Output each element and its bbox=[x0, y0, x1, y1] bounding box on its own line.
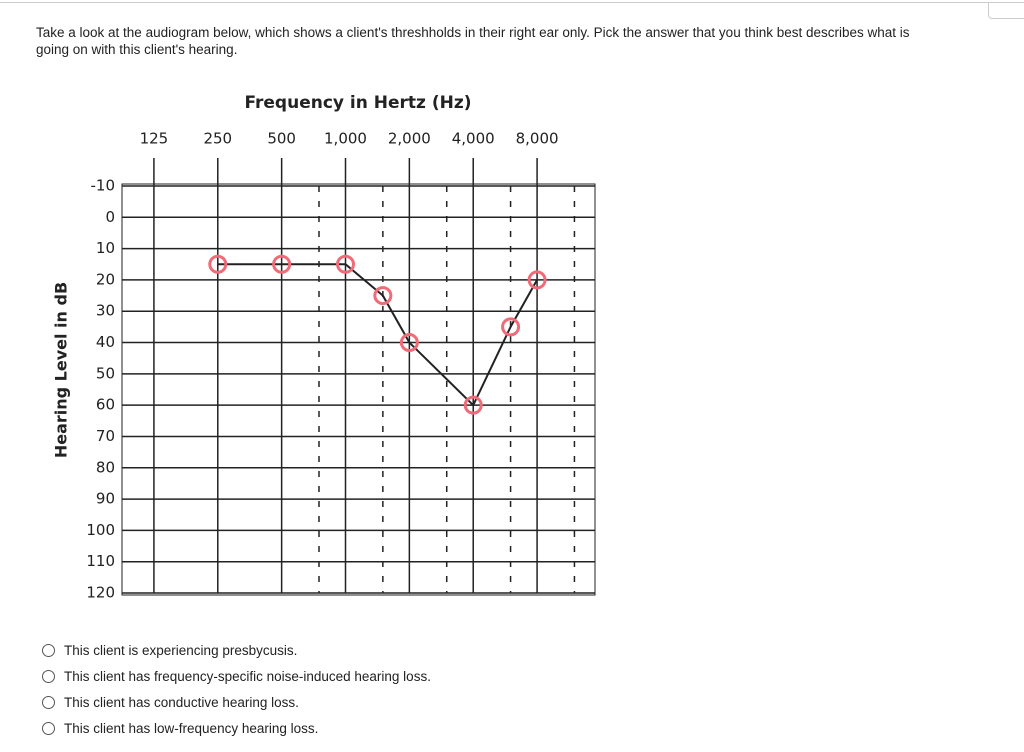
answer-option[interactable]: This client has frequency-specific noise… bbox=[42, 669, 431, 684]
threshold-marker bbox=[501, 317, 521, 337]
y-tick-label: -10 bbox=[91, 177, 116, 195]
radio-button[interactable] bbox=[42, 670, 55, 683]
answer-option[interactable]: This client is experiencing presbycusis. bbox=[42, 643, 297, 658]
option-text[interactable]: This client has low-frequency hearing lo… bbox=[64, 721, 319, 736]
y-tick-label: 70 bbox=[96, 427, 115, 445]
audiogram: Frequency in Hertz (Hz) Hearing Level in… bbox=[52, 93, 596, 602]
threshold-marker bbox=[272, 254, 292, 274]
threshold-marker bbox=[208, 254, 228, 274]
y-tick-label: 0 bbox=[105, 208, 115, 226]
threshold-marker bbox=[399, 333, 419, 353]
answer-option[interactable]: This client has low-frequency hearing lo… bbox=[42, 721, 318, 736]
y-tick-label: 100 bbox=[86, 521, 115, 539]
top-border bbox=[0, 2, 1024, 3]
x-tick-label: 4,000 bbox=[452, 130, 495, 148]
y-tick-label: 120 bbox=[86, 584, 115, 602]
x-tick-label: 125 bbox=[140, 130, 169, 148]
x-tick-label: 2,000 bbox=[388, 130, 431, 148]
y-tick-label: 90 bbox=[96, 490, 115, 508]
x-tick-label: 1,000 bbox=[324, 130, 367, 148]
y-axis-label: Hearing Level in dB bbox=[52, 282, 71, 458]
y-tick-label: 20 bbox=[96, 270, 115, 288]
y-tick-label: 80 bbox=[96, 458, 115, 476]
y-tick-label: 60 bbox=[96, 396, 115, 414]
threshold-marker bbox=[527, 270, 547, 290]
question: Take a look at the audiogram below, whic… bbox=[36, 25, 910, 57]
option-text[interactable]: This client is experiencing presbycusis. bbox=[64, 643, 298, 658]
y-tick-label: 50 bbox=[96, 364, 115, 382]
x-tick-label: 500 bbox=[267, 130, 296, 148]
y-tick-label: 110 bbox=[86, 552, 115, 570]
y-tick-label: 40 bbox=[96, 333, 115, 351]
x-tick-label: 8,000 bbox=[516, 130, 559, 148]
radio-button[interactable] bbox=[42, 722, 55, 735]
threshold-marker bbox=[463, 395, 483, 415]
y-tick-label: 10 bbox=[96, 239, 115, 257]
y-tick-label: 30 bbox=[96, 302, 115, 320]
corner-box bbox=[988, 2, 1024, 19]
option-text[interactable]: This client has frequency-specific noise… bbox=[64, 669, 431, 684]
chart-title: Frequency in Hertz (Hz) bbox=[244, 93, 471, 113]
option-text[interactable]: This client has conductive hearing loss. bbox=[64, 695, 299, 710]
threshold-line bbox=[217, 263, 538, 407]
plot-frame bbox=[121, 183, 596, 596]
answer-option[interactable]: This client has conductive hearing loss. bbox=[42, 695, 299, 710]
threshold-marker bbox=[336, 254, 356, 274]
radio-button[interactable] bbox=[42, 696, 55, 709]
radio-button[interactable] bbox=[42, 644, 55, 657]
x-tick-label: 250 bbox=[203, 130, 232, 148]
threshold-marker bbox=[373, 286, 393, 306]
